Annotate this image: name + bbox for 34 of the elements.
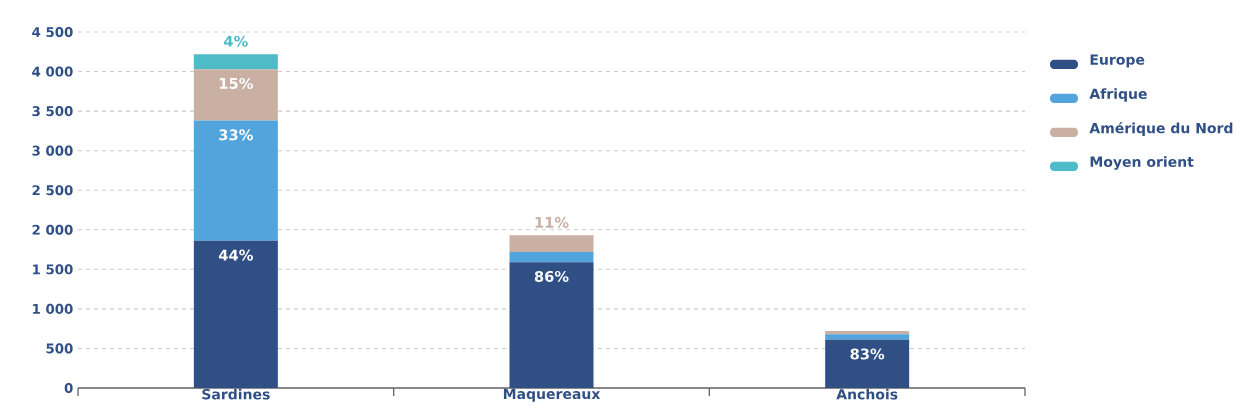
x-tick-label: Sardines — [202, 388, 270, 400]
bar — [509, 262, 594, 388]
annotation: 44% — [218, 249, 253, 261]
bar — [825, 339, 910, 388]
y-tick-label: 3 500 — [32, 106, 73, 117]
y-tick-label: 0 — [64, 382, 73, 394]
y-tick-label: 1 500 — [33, 264, 73, 275]
annotation: 4% — [224, 35, 248, 47]
x-tick-label: Anchois — [836, 388, 898, 400]
annotation: 83% — [850, 348, 885, 360]
legend-label: Moyen orient — [1090, 156, 1194, 170]
bar — [509, 251, 594, 263]
y-tick-label: 500 — [46, 343, 73, 354]
y-tick-label: 3 000 — [32, 145, 73, 156]
legend-label: Amérique du Nord — [1089, 121, 1233, 137]
x-tick-label: Maquereaux — [503, 388, 601, 402]
bar — [509, 235, 594, 252]
y-tick-label: 4 500 — [32, 26, 73, 38]
bar — [193, 240, 278, 388]
y-tick-label: 4 000 — [32, 66, 73, 77]
bar — [825, 334, 910, 340]
annotation: 86% — [534, 270, 569, 283]
y-tick-label: 1 000 — [33, 303, 73, 314]
annotation: 11% — [535, 216, 569, 228]
bar — [193, 69, 278, 121]
bar — [193, 120, 278, 241]
y-tick-label: 2 500 — [32, 185, 73, 196]
legend-label: Afrique — [1089, 88, 1147, 102]
bar — [193, 54, 278, 70]
legend-label: Europe — [1090, 54, 1145, 68]
y-tick-label: 2 000 — [32, 224, 73, 235]
annotation: 15% — [219, 77, 253, 89]
bar — [825, 331, 910, 335]
annotation: 33% — [219, 129, 253, 141]
